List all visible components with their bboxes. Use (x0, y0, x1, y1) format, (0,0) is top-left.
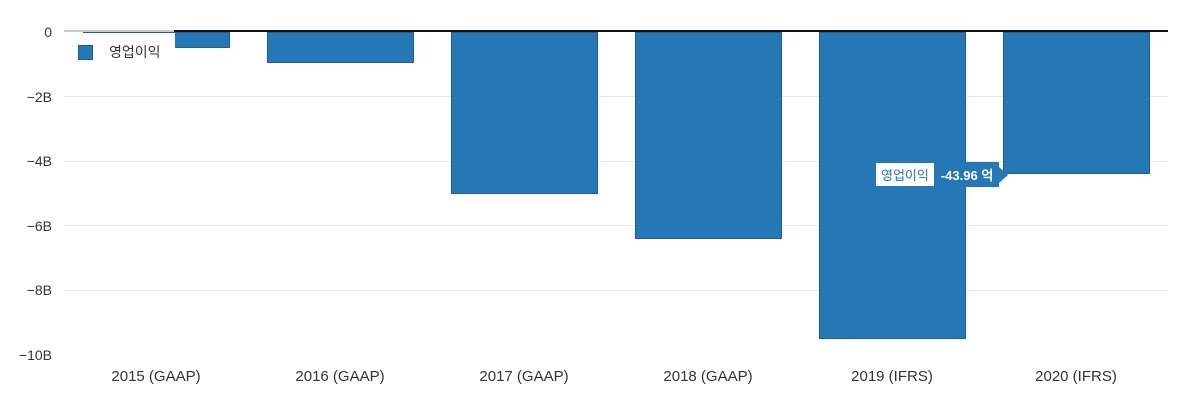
x-tick-label-2020-ifrs: 2020 (IFRS) (1035, 368, 1117, 385)
gridline-4b (64, 161, 1168, 162)
gridline-6b (64, 225, 1168, 226)
bar-2016-gaap[interactable] (266, 32, 414, 63)
legend[interactable]: 영업이익 (64, 33, 175, 66)
tooltip-arrow-icon (999, 166, 1009, 183)
zero-axis-line (174, 30, 1168, 32)
y-tick-label-6b: −6B (26, 218, 52, 234)
bar-2020-ifrs[interactable] (1002, 32, 1150, 174)
legend-label: 영업이익 (109, 44, 161, 60)
y-tick-label-4b: −4B (26, 153, 52, 169)
tooltip: 영업이익 -43.96 억 (875, 162, 1009, 187)
tooltip-series-label: 영업이익 (875, 162, 935, 187)
y-tick-label-2b: −2B (26, 89, 52, 105)
x-tick-label-2015-gaap: 2015 (GAAP) (111, 368, 201, 385)
x-tick-label-2017-gaap: 2017 (GAAP) (479, 368, 569, 385)
y-tick-label-0: 0 (44, 24, 52, 40)
legend-swatch-icon (78, 45, 93, 60)
gridline-8b (64, 290, 1168, 291)
bar-2017-gaap[interactable] (450, 32, 598, 195)
x-tick-label-2018-gaap: 2018 (GAAP) (663, 368, 753, 385)
tooltip-value: -43.96 억 (934, 162, 1000, 187)
zero-axis-left-segment (64, 30, 174, 32)
bar-2018-gaap[interactable] (634, 32, 782, 240)
y-tick-label-8b: −8B (26, 282, 52, 298)
x-tick-label-2016-gaap: 2016 (GAAP) (295, 368, 385, 385)
x-tick-label-2019-ifrs: 2019 (IFRS) (851, 368, 933, 385)
y-tick-label-10b: −10B (18, 347, 52, 363)
gridline-2b (64, 96, 1168, 97)
